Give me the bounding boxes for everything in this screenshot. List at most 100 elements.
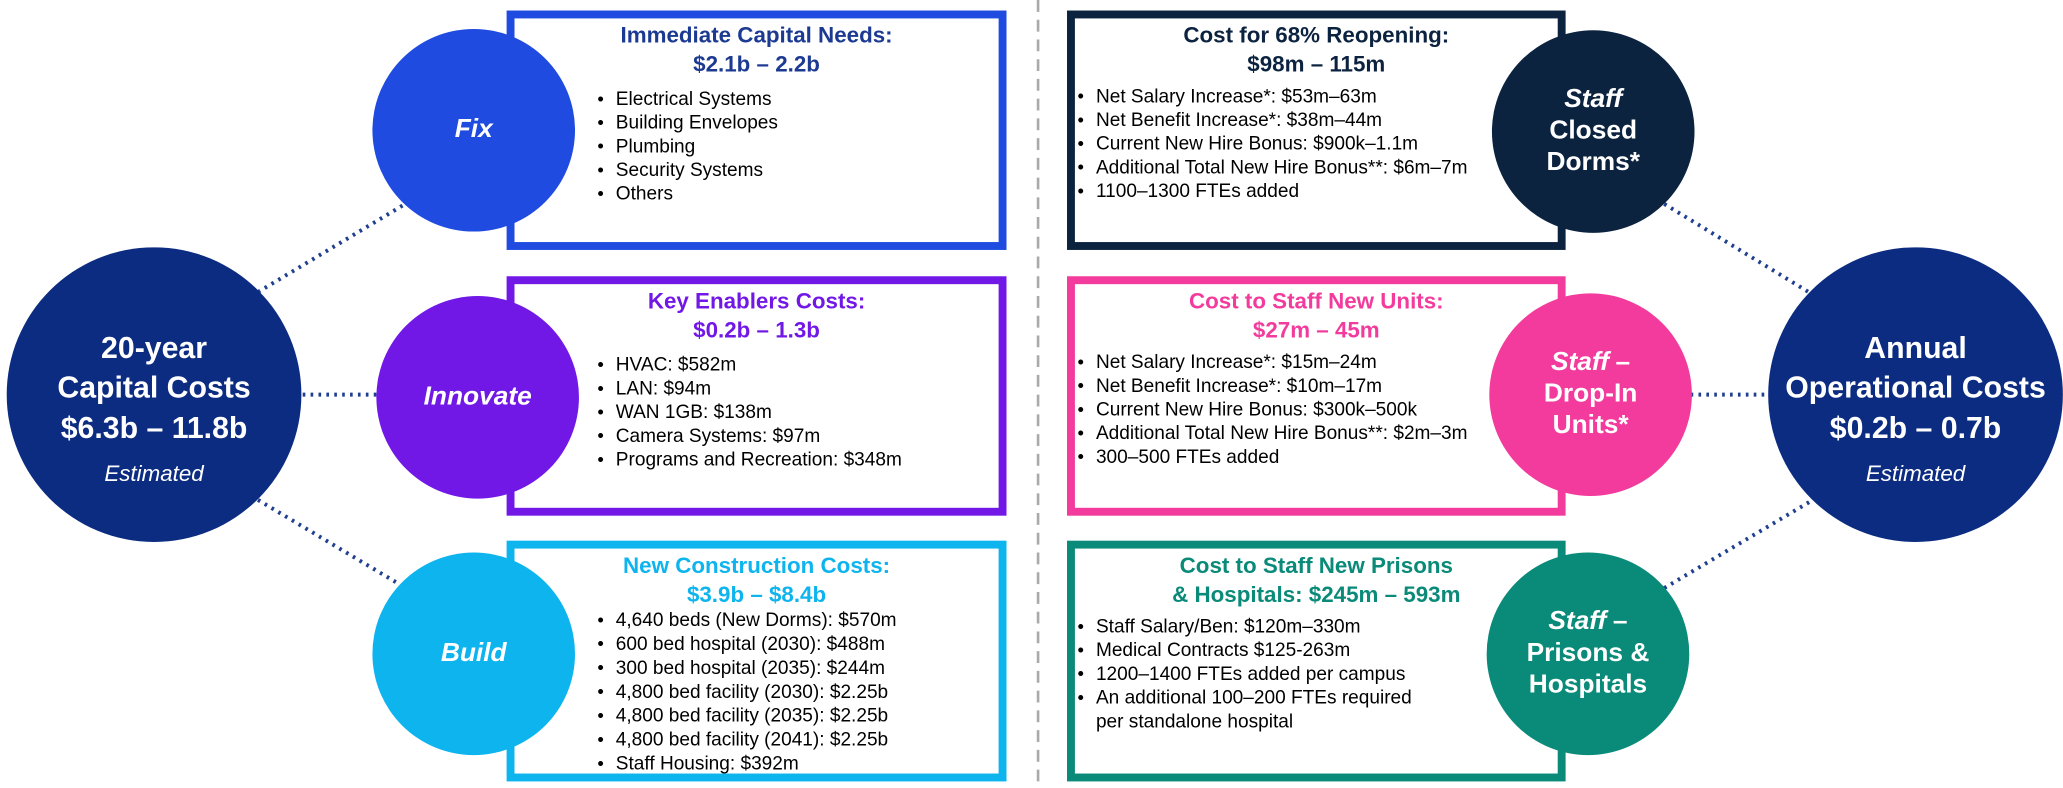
circle-label-part: Fix: [455, 113, 494, 143]
bullet-text: 4,800 bed facility (2030): $2.25b: [616, 682, 888, 703]
item-circle: [1486, 552, 1690, 756]
bullet-text: Staff Housing: $392m: [616, 754, 799, 775]
bullet-text: 1200–1400 FTEs added per campus: [1096, 664, 1405, 685]
circle-label: Staff –: [1548, 605, 1627, 635]
card-title: $2.1b – 2.2b: [693, 52, 820, 77]
bullet-text: Others: [616, 184, 673, 205]
circle-label: Prisons &: [1527, 637, 1650, 667]
item-circle: [376, 295, 579, 499]
circle-label-part: Dorms*: [1546, 146, 1640, 176]
bullet-dot: •: [597, 401, 603, 422]
bullet-text: 4,800 bed facility (2035): $2.25b: [616, 706, 888, 727]
bullet-dot: •: [597, 425, 603, 446]
bullet-text: 600 bed hospital (2030): $488m: [616, 634, 885, 655]
card-box: [1067, 276, 1566, 516]
circle-label: Drop-In: [1544, 378, 1637, 408]
bullet-text: Additional Total New Hire Bonus**: $2m–3…: [1096, 423, 1468, 444]
card-title: Cost to Staff New Prisons: [1180, 553, 1453, 578]
hub-line: Capital Costs: [57, 371, 250, 404]
bullet-text: 1100–1300 FTEs added: [1096, 181, 1299, 202]
bullet-text: per standalone hospital: [1096, 711, 1293, 732]
item-circle: [372, 552, 576, 756]
bullet-text: Security Systems: [616, 160, 763, 181]
bullet-dot: •: [1078, 109, 1084, 130]
bullet-text: Current New Hire Bonus: $300k–500k: [1096, 399, 1418, 420]
card-box: [1067, 540, 1566, 782]
bullet-dot: •: [597, 633, 603, 654]
item-circle: [1491, 30, 1695, 233]
bullet-text: 4,800 bed facility (2041): $2.25b: [616, 730, 888, 751]
bullet-text: Additional Total New Hire Bonus**: $6m–7…: [1096, 157, 1468, 178]
item-circle: [372, 28, 576, 232]
card-title: Cost to Staff New Units:: [1189, 288, 1444, 313]
hub-line: 20-year: [101, 332, 207, 365]
bullet-dot: •: [597, 159, 603, 180]
bullet-dot: •: [597, 729, 603, 750]
card-title: $3.9b – $8.4b: [687, 582, 826, 607]
bullet-dot: •: [1078, 85, 1084, 106]
connector: [256, 498, 403, 588]
connector: [256, 202, 407, 294]
bullet-dot: •: [1078, 422, 1084, 443]
bullet-dot: •: [1078, 375, 1084, 396]
circle-label-part: Staff: [1548, 605, 1608, 635]
bullet-dot: •: [597, 112, 603, 133]
bullet-dot: •: [1078, 663, 1084, 684]
card-title: $27m – 45m: [1253, 317, 1380, 342]
circle-label: Staff: [1564, 83, 1624, 113]
bullet-text: 300–500 FTEs added: [1096, 447, 1279, 468]
bullet-text: Staff Salary/Ben: $120m–330m: [1096, 617, 1361, 638]
bullet-text: Net Salary Increase*: $15m–24m: [1096, 352, 1377, 373]
circle-label: Fix: [455, 113, 494, 143]
bullet-dot: •: [1078, 398, 1084, 419]
hub-line: $0.2b – 0.7b: [1830, 412, 2002, 445]
bullet-dot: •: [1078, 156, 1084, 177]
hub-note: Estimated: [1866, 461, 1967, 486]
circle-label: Hospitals: [1529, 668, 1647, 698]
bullet-dot: •: [597, 135, 603, 156]
circle-label-part: Prisons &: [1527, 637, 1650, 667]
card-title: Immediate Capital Needs:: [620, 23, 892, 48]
bullet-dot: •: [597, 752, 603, 773]
bullet-text: Plumbing: [616, 136, 695, 157]
circle-label-part: Build: [441, 637, 508, 667]
bullet-text: An additional 100–200 FTEs required: [1096, 688, 1412, 709]
bullet-text: HVAC: $582m: [616, 355, 736, 376]
bullet-dot: •: [597, 448, 603, 469]
bullet-text: Programs and Recreation: $348m: [616, 449, 902, 470]
bullet-dot: •: [1078, 639, 1084, 660]
circle-label-part: Drop-In: [1544, 378, 1637, 408]
circle-label-part: Staff: [1564, 83, 1624, 113]
circle-label-part: Closed: [1549, 115, 1637, 145]
bullet-dot: •: [597, 705, 603, 726]
bullet-dot: •: [1078, 446, 1084, 467]
bullet-dot: •: [1078, 615, 1084, 636]
bullet-text: 4,640 beds (New Dorms): $570m: [616, 610, 897, 631]
card-title: $98m – 115m: [1247, 52, 1385, 77]
item-circle: [1489, 293, 1692, 496]
bullet-dot: •: [597, 88, 603, 109]
bullet-dot: •: [597, 183, 603, 204]
bullet-text: Net Salary Increase*: $53m–63m: [1096, 86, 1377, 107]
hub-line: Annual: [1864, 332, 1967, 365]
bullet-text: Net Benefit Increase*: $38m–44m: [1096, 110, 1382, 131]
hub-circle: [6, 247, 302, 542]
bullet-dot: •: [1078, 180, 1084, 201]
circle-label-part: Innovate: [424, 380, 532, 410]
hub-circle: [1768, 247, 2063, 542]
circle-label: Closed: [1549, 115, 1637, 145]
card-title: Key Enablers Costs:: [648, 288, 865, 313]
card-title: $0.2b – 1.3b: [693, 317, 820, 342]
card-box: [1067, 10, 1566, 250]
connectors: [256, 202, 1814, 590]
bullet-text: Current New Hire Bonus: $900k–1.1m: [1096, 134, 1418, 155]
bullet-dot: •: [1078, 133, 1084, 154]
bullet-dot: •: [597, 377, 603, 398]
card-title: Cost for 68% Reopening:: [1183, 23, 1449, 48]
circle-label: Units*: [1553, 409, 1630, 439]
bullet-dot: •: [1078, 351, 1084, 372]
circle-label-part: Staff: [1551, 346, 1611, 376]
circle-label-part: –: [1613, 605, 1628, 635]
